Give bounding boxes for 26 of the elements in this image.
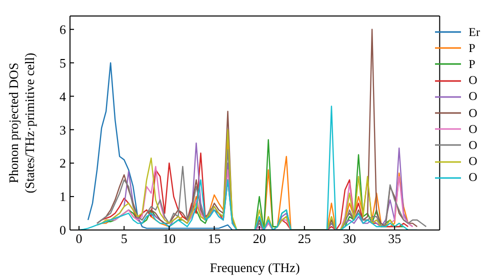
legend-label: O xyxy=(468,122,478,137)
y-tick-label: 1 xyxy=(60,189,66,204)
legend-label: O xyxy=(468,89,478,104)
x-tick-label: 20 xyxy=(252,231,266,246)
y-tick-label: 6 xyxy=(60,22,66,37)
x-tick-label: 30 xyxy=(343,231,356,246)
x-tick-label: 10 xyxy=(162,231,176,246)
x-tick-label: 25 xyxy=(298,231,311,246)
y-axis-title: Phonon projected DOS (States/THz·primitive cell) xyxy=(6,52,37,194)
x-tick-label: 5 xyxy=(120,231,128,246)
x-tick-label: 0 xyxy=(76,231,82,246)
y-tick-label: 5 xyxy=(60,55,66,70)
x-tick-label: 35 xyxy=(388,231,402,246)
y-tick-label: 3 xyxy=(60,122,66,138)
legend-label: P xyxy=(468,56,476,72)
x-axis-title: Frequency (THz) xyxy=(210,260,300,275)
legend-label: O xyxy=(468,138,478,153)
legend-label: P xyxy=(468,40,476,56)
legend-label: O xyxy=(468,170,478,186)
legend-label: O xyxy=(468,154,478,170)
x-tick-label: 15 xyxy=(208,231,221,246)
legend-label: Er xyxy=(468,24,480,40)
legend-label: O xyxy=(468,106,478,121)
legend-label: O xyxy=(468,73,478,88)
y-tick-label: 2 xyxy=(60,156,66,171)
y-tick-label: 4 xyxy=(60,88,66,104)
